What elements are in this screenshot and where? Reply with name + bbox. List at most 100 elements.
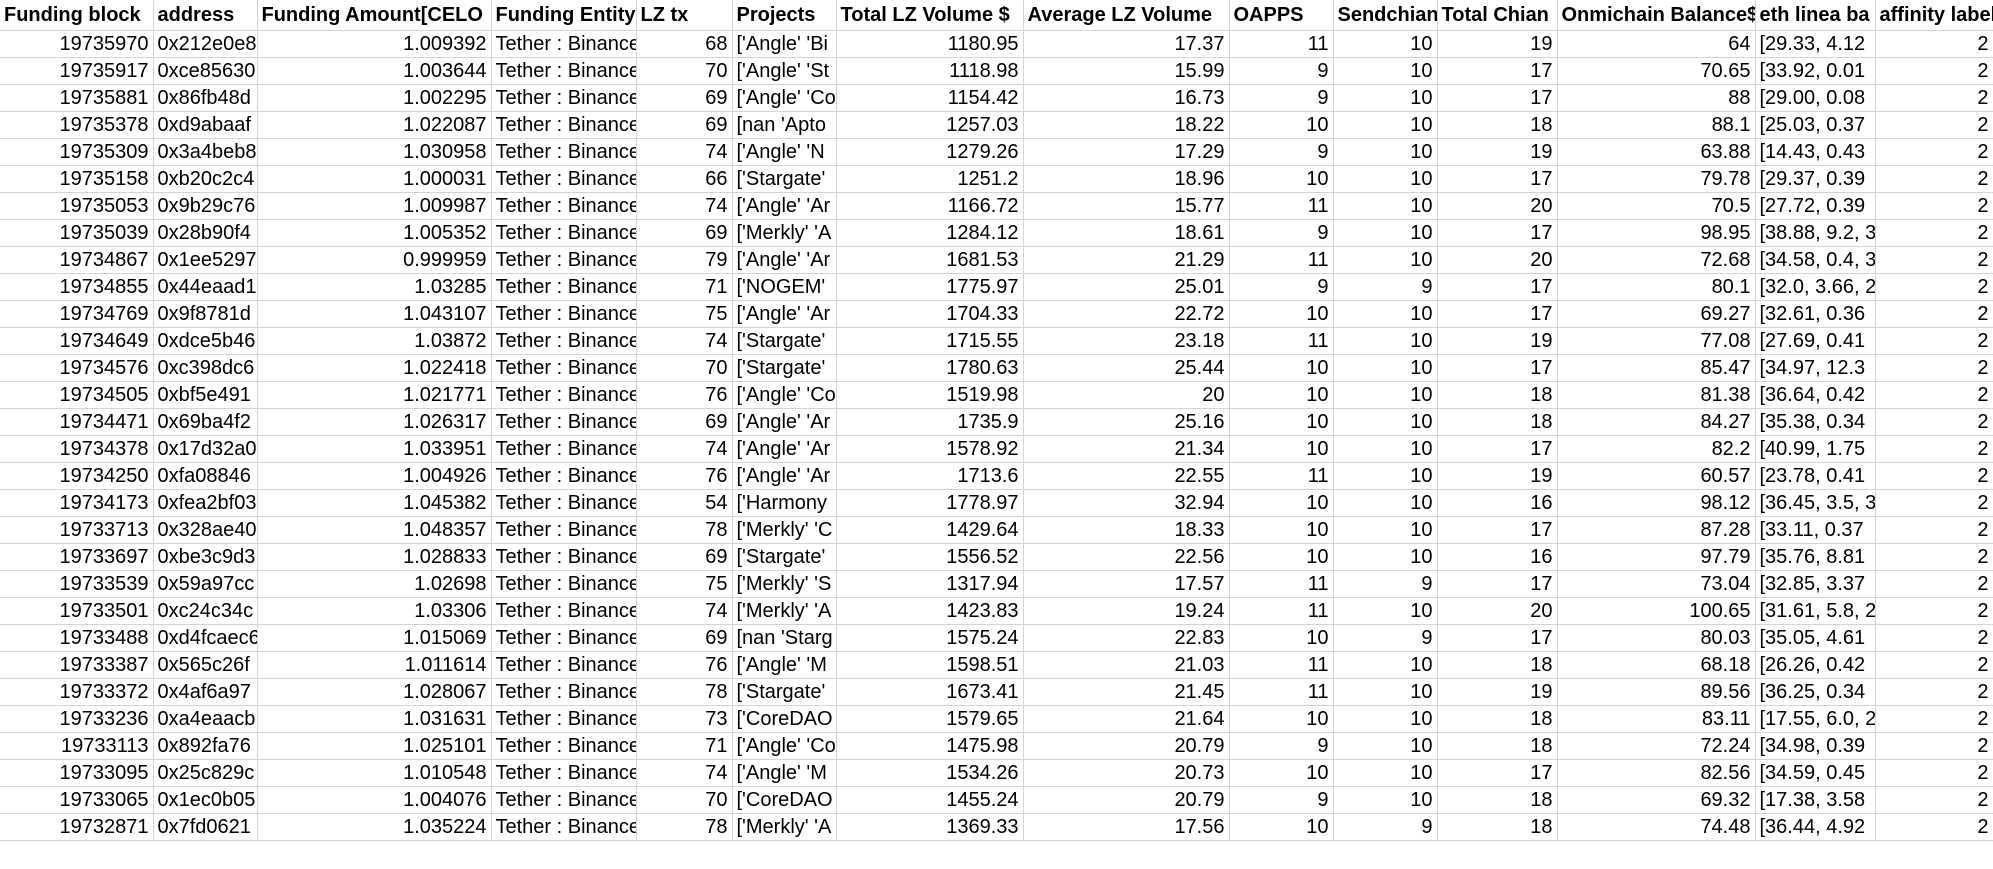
cell-total-lz-volume[interactable]: 1369.33	[836, 813, 1024, 841]
column-header-lz-tx[interactable]: LZ tx	[636, 0, 733, 31]
cell-address[interactable]: 0x17d32a0	[153, 435, 258, 463]
cell-eth-linea[interactable]: [34.98, 0.39	[1755, 732, 1876, 760]
cell-onmichain-balance[interactable]: 89.56	[1557, 678, 1756, 706]
cell-onmichain-balance[interactable]: 82.56	[1557, 759, 1756, 787]
column-header-eth-linea[interactable]: eth linea ba	[1755, 0, 1876, 31]
cell-total-lz-volume[interactable]: 1575.24	[836, 624, 1024, 652]
cell-sendchain[interactable]: 10	[1333, 597, 1438, 625]
column-header-onmichain-balance[interactable]: Onmichain Balance$	[1557, 0, 1756, 31]
cell-lz-tx[interactable]: 69	[636, 84, 733, 112]
cell-address[interactable]: 0x3a4beb8	[153, 138, 258, 166]
cell-projects[interactable]: ['Merkly' 'S	[732, 570, 837, 598]
cell-oapps[interactable]: 9	[1229, 732, 1334, 760]
cell-average-lz-volume[interactable]: 25.16	[1023, 408, 1230, 436]
cell-affinity[interactable]: 2	[1875, 111, 1993, 139]
cell-funding-entity[interactable]: Tether : Binance	[491, 84, 637, 112]
cell-address[interactable]: 0xa4eaacb	[153, 705, 258, 733]
cell-total-lz-volume[interactable]: 1284.12	[836, 219, 1024, 247]
cell-onmichain-balance[interactable]: 98.12	[1557, 489, 1756, 517]
cell-affinity[interactable]: 2	[1875, 354, 1993, 382]
column-header-funding-block[interactable]: Funding block	[0, 0, 154, 31]
cell-funding-amount[interactable]: 1.010548	[257, 759, 492, 787]
cell-total-lz-volume[interactable]: 1475.98	[836, 732, 1024, 760]
cell-onmichain-balance[interactable]: 63.88	[1557, 138, 1756, 166]
cell-total-lz-volume[interactable]: 1778.97	[836, 489, 1024, 517]
cell-oapps[interactable]: 10	[1229, 759, 1334, 787]
cell-total-chain[interactable]: 19	[1437, 678, 1558, 706]
cell-lz-tx[interactable]: 76	[636, 381, 733, 409]
cell-total-lz-volume[interactable]: 1579.65	[836, 705, 1024, 733]
cell-funding-amount[interactable]: 1.003644	[257, 57, 492, 85]
cell-oapps[interactable]: 11	[1229, 678, 1334, 706]
cell-funding-amount[interactable]: 1.025101	[257, 732, 492, 760]
cell-sendchain[interactable]: 10	[1333, 759, 1438, 787]
cell-onmichain-balance[interactable]: 82.2	[1557, 435, 1756, 463]
cell-address[interactable]: 0xc24c34c	[153, 597, 258, 625]
cell-average-lz-volume[interactable]: 18.96	[1023, 165, 1230, 193]
cell-onmichain-balance[interactable]: 72.24	[1557, 732, 1756, 760]
cell-sendchain[interactable]: 9	[1333, 813, 1438, 841]
cell-total-lz-volume[interactable]: 1534.26	[836, 759, 1024, 787]
cell-address[interactable]: 0x86fb48d	[153, 84, 258, 112]
cell-eth-linea[interactable]: [33.11, 0.37	[1755, 516, 1876, 544]
cell-average-lz-volume[interactable]: 17.37	[1023, 30, 1230, 58]
cell-funding-entity[interactable]: Tether : Binance	[491, 192, 637, 220]
cell-average-lz-volume[interactable]: 15.99	[1023, 57, 1230, 85]
cell-funding-block[interactable]: 19733387	[0, 651, 154, 679]
cell-eth-linea[interactable]: [29.37, 0.39	[1755, 165, 1876, 193]
cell-total-chain[interactable]: 17	[1437, 165, 1558, 193]
cell-funding-amount[interactable]: 1.009987	[257, 192, 492, 220]
column-header-oapps[interactable]: OAPPS	[1229, 0, 1334, 31]
cell-average-lz-volume[interactable]: 22.55	[1023, 462, 1230, 490]
cell-oapps[interactable]: 10	[1229, 705, 1334, 733]
cell-funding-amount[interactable]: 1.028067	[257, 678, 492, 706]
cell-funding-block[interactable]: 19735970	[0, 30, 154, 58]
cell-affinity[interactable]: 2	[1875, 30, 1993, 58]
cell-onmichain-balance[interactable]: 81.38	[1557, 381, 1756, 409]
cell-funding-amount[interactable]: 1.002295	[257, 84, 492, 112]
cell-projects[interactable]: ['Stargate'	[732, 678, 837, 706]
cell-eth-linea[interactable]: [36.25, 0.34	[1755, 678, 1876, 706]
cell-total-lz-volume[interactable]: 1429.64	[836, 516, 1024, 544]
cell-address[interactable]: 0x28b90f4	[153, 219, 258, 247]
cell-funding-block[interactable]: 19733501	[0, 597, 154, 625]
cell-affinity[interactable]: 2	[1875, 300, 1993, 328]
cell-funding-block[interactable]: 19733539	[0, 570, 154, 598]
cell-affinity[interactable]: 2	[1875, 273, 1993, 301]
cell-total-lz-volume[interactable]: 1279.26	[836, 138, 1024, 166]
cell-funding-entity[interactable]: Tether : Binance	[491, 273, 637, 301]
cell-lz-tx[interactable]: 69	[636, 543, 733, 571]
cell-funding-amount[interactable]: 1.022418	[257, 354, 492, 382]
cell-oapps[interactable]: 10	[1229, 813, 1334, 841]
cell-total-chain[interactable]: 19	[1437, 30, 1558, 58]
cell-total-chain[interactable]: 18	[1437, 705, 1558, 733]
cell-address[interactable]: 0xc398dc6	[153, 354, 258, 382]
cell-funding-block[interactable]: 19735881	[0, 84, 154, 112]
cell-projects[interactable]: ['Angle' 'M	[732, 651, 837, 679]
cell-funding-amount[interactable]: 1.022087	[257, 111, 492, 139]
cell-address[interactable]: 0xdce5b46	[153, 327, 258, 355]
cell-total-chain[interactable]: 17	[1437, 84, 1558, 112]
cell-funding-entity[interactable]: Tether : Binance	[491, 30, 637, 58]
cell-eth-linea[interactable]: [34.59, 0.45	[1755, 759, 1876, 787]
cell-sendchain[interactable]: 10	[1333, 678, 1438, 706]
cell-total-lz-volume[interactable]: 1578.92	[836, 435, 1024, 463]
cell-eth-linea[interactable]: [31.61, 5.8, 2	[1755, 597, 1876, 625]
cell-funding-entity[interactable]: Tether : Binance	[491, 381, 637, 409]
cell-lz-tx[interactable]: 75	[636, 570, 733, 598]
cell-funding-amount[interactable]: 1.021771	[257, 381, 492, 409]
cell-oapps[interactable]: 10	[1229, 408, 1334, 436]
cell-affinity[interactable]: 2	[1875, 813, 1993, 841]
cell-eth-linea[interactable]: [35.05, 4.61	[1755, 624, 1876, 652]
cell-oapps[interactable]: 10	[1229, 354, 1334, 382]
cell-sendchain[interactable]: 10	[1333, 138, 1438, 166]
cell-total-chain[interactable]: 16	[1437, 489, 1558, 517]
cell-address[interactable]: 0x1ec0b05	[153, 786, 258, 814]
cell-total-chain[interactable]: 17	[1437, 624, 1558, 652]
cell-funding-entity[interactable]: Tether : Binance	[491, 678, 637, 706]
cell-onmichain-balance[interactable]: 87.28	[1557, 516, 1756, 544]
cell-lz-tx[interactable]: 71	[636, 273, 733, 301]
cell-projects[interactable]: ['CoreDAO	[732, 705, 837, 733]
cell-funding-block[interactable]: 19735158	[0, 165, 154, 193]
